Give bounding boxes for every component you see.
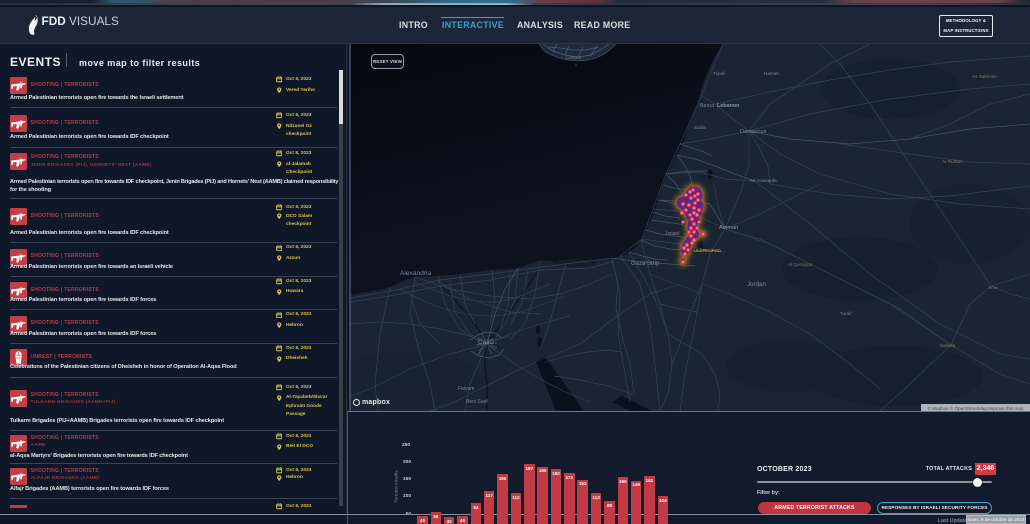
svg-text:Ar Rutbah: Ar Rutbah xyxy=(942,159,963,164)
svg-text:Turaif: Turaif xyxy=(840,311,852,316)
svg-text:Hamah: Hamah xyxy=(764,71,779,76)
svg-text:As Suwayda: As Suwayda xyxy=(750,178,777,184)
svg-text:UNSPECIFIED: UNSPECIFIED xyxy=(694,248,721,253)
svg-text:Jordan: Jordan xyxy=(747,281,766,288)
svg-text:Amman: Amman xyxy=(719,225,738,231)
svg-text:Cairo: Cairo xyxy=(478,339,494,346)
svg-text:Tripoli: Tripoli xyxy=(713,71,725,76)
svg-text:Lebanon: Lebanon xyxy=(717,103,739,109)
svg-text:Alexandria: Alexandria xyxy=(400,270,431,277)
svg-text:Beni Suef: Beni Suef xyxy=(466,399,488,405)
svg-text:Saida: Saida xyxy=(694,125,706,130)
svg-text:Faiyum: Faiyum xyxy=(458,386,474,392)
svg-text:Sakaka: Sakaka xyxy=(940,343,956,348)
svg-text:Ar'ar: Ar'ar xyxy=(988,285,998,290)
svg-text:Israel: Israel xyxy=(666,231,679,237)
svg-text:Al Qurayyat: Al Qurayyat xyxy=(788,262,813,267)
svg-text:Beirut: Beirut xyxy=(700,103,715,109)
svg-text:As Sukhnah: As Sukhnah xyxy=(972,74,997,79)
svg-text:Larnaca: Larnaca xyxy=(566,55,582,60)
svg-text:Gaza Strip: Gaza Strip xyxy=(631,261,660,267)
svg-text:Damascus: Damascus xyxy=(740,129,767,135)
